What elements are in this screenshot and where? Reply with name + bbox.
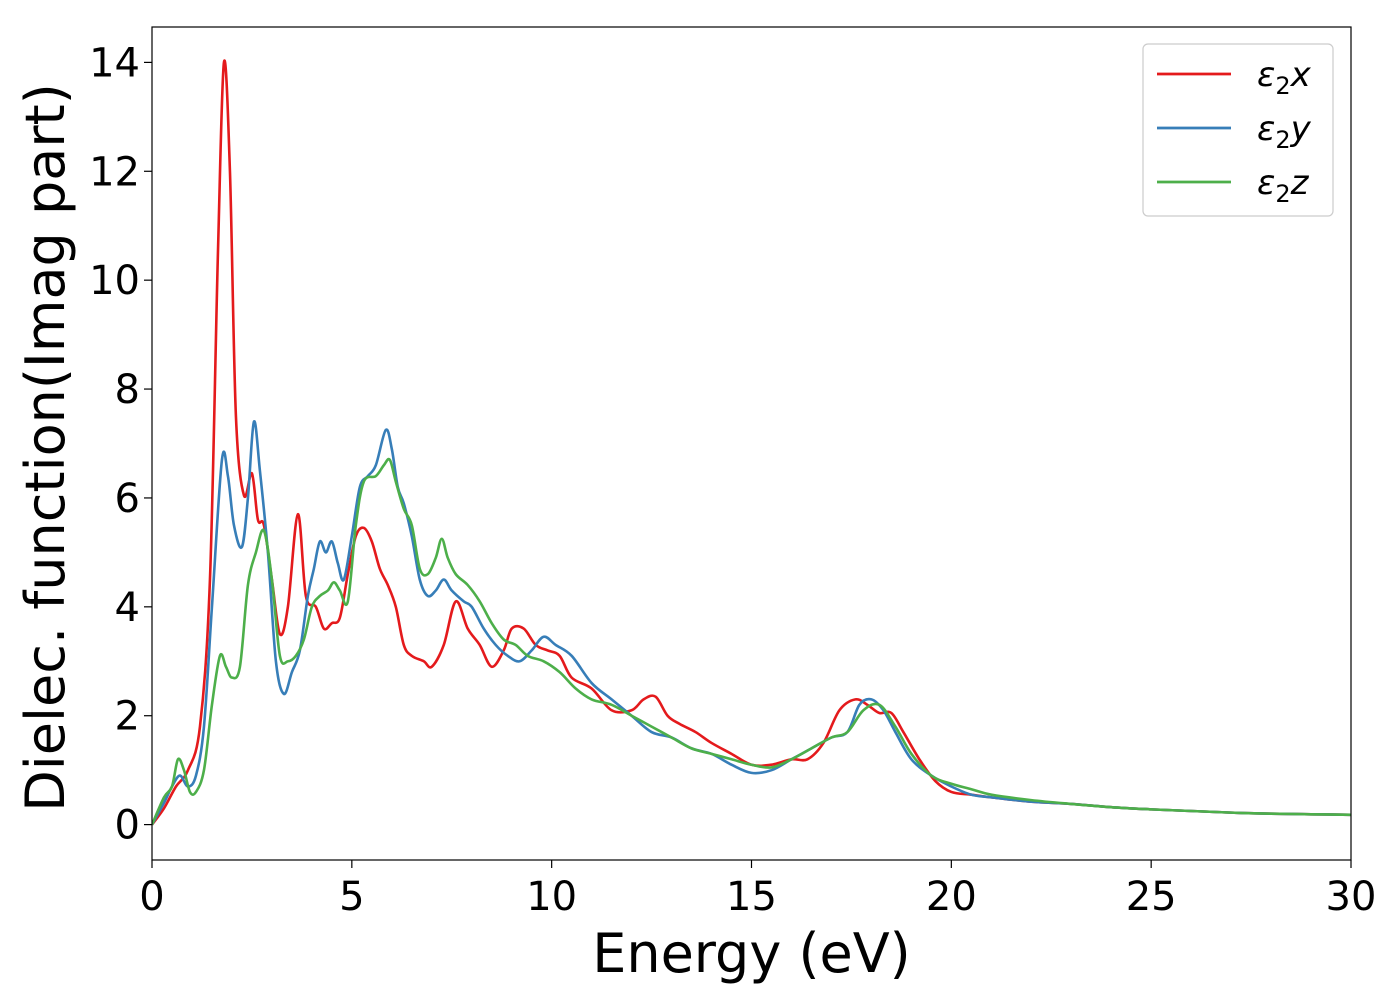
legend-label-component: x [1290, 55, 1312, 95]
y-tick-label: 0 [115, 803, 140, 849]
legend-label-subscript: 2 [1275, 126, 1290, 154]
y-axis: 0 2 4 6 8 10 12 14 [89, 40, 152, 849]
legend-label-x: ε2x [1257, 55, 1312, 100]
y-tick-label: 8 [115, 367, 140, 413]
x-tick-label: 15 [726, 874, 777, 920]
x-axis: 0 5 10 15 20 25 30 [139, 860, 1376, 920]
y-tick-label: 2 [115, 694, 140, 740]
x-tick-label: 5 [339, 874, 364, 920]
legend-label-base: ε [1257, 163, 1275, 203]
plot-area [152, 59, 1351, 826]
y-tick-label: 10 [89, 258, 140, 304]
x-axis-label: Energy (eV) [592, 922, 911, 985]
legend-label-component: z [1290, 163, 1310, 203]
legend-label-y: ε2y [1257, 109, 1312, 154]
y-tick-label: 14 [89, 40, 140, 86]
x-tick-label: 0 [139, 874, 164, 920]
x-tick-label: 20 [926, 874, 977, 920]
series-line-z [152, 457, 1351, 826]
legend-label-base: ε [1257, 55, 1275, 95]
legend-label-component: y [1290, 109, 1312, 149]
legend-label-subscript: 2 [1275, 180, 1290, 208]
y-axis-label: Dielec. function(Imag part) [14, 83, 77, 812]
x-tick-label: 25 [1126, 874, 1177, 920]
legend-label-base: ε [1257, 109, 1275, 149]
series-line-y [152, 420, 1351, 826]
legend-label-subscript: 2 [1275, 72, 1290, 100]
x-tick-label: 30 [1326, 874, 1377, 920]
y-tick-label: 12 [89, 149, 140, 195]
legend-box [1142, 43, 1334, 217]
legend-label-z: ε2z [1257, 163, 1310, 208]
x-tick-label: 10 [526, 874, 577, 920]
y-tick-label: 6 [115, 476, 140, 522]
y-tick-label: 4 [115, 585, 140, 631]
